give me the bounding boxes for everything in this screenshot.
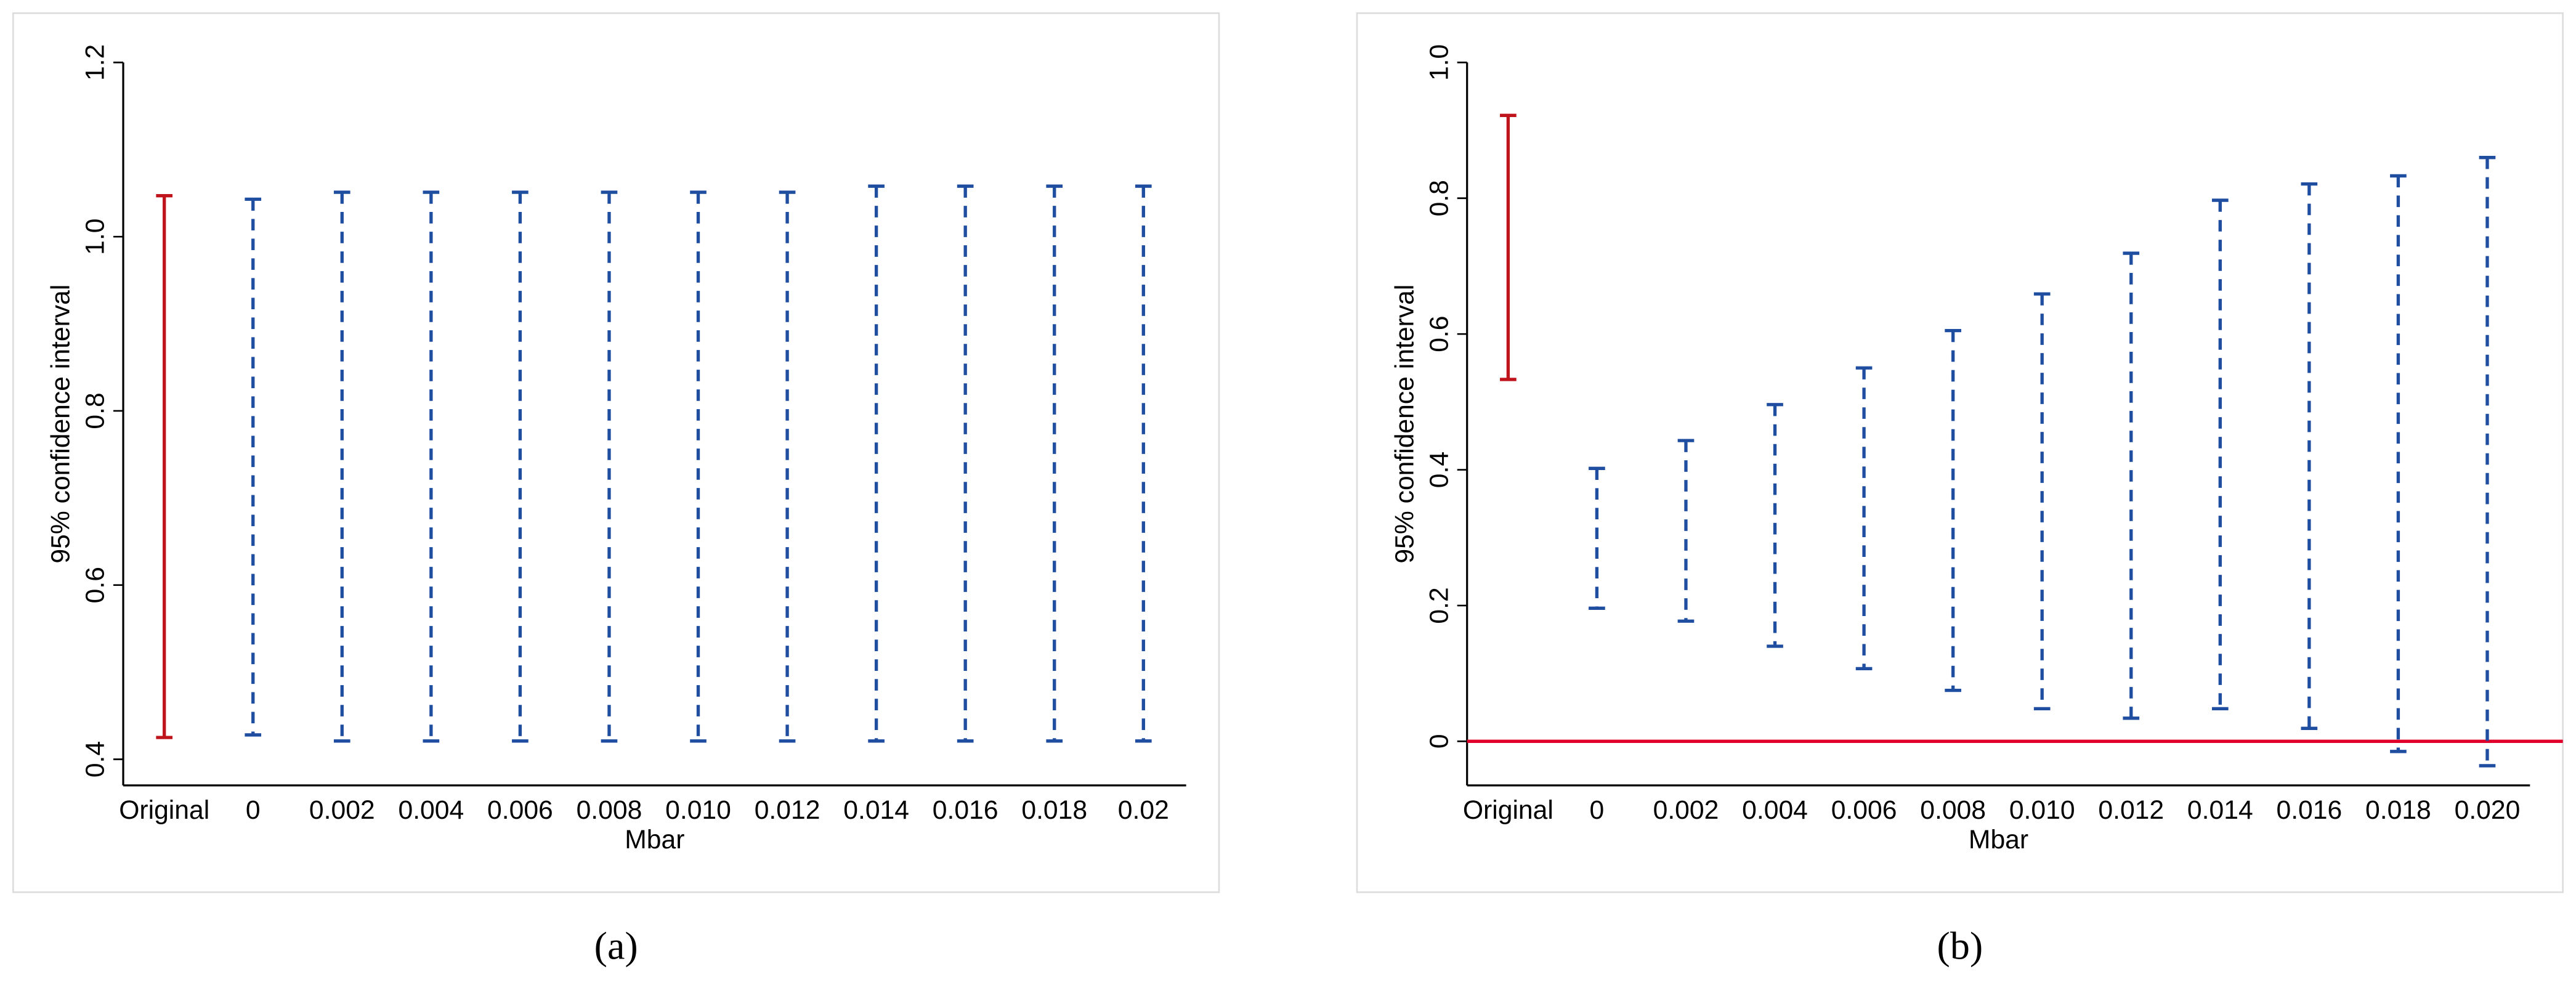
y-tick-label: 0.8 xyxy=(1424,180,1454,216)
panel-label: (b) xyxy=(1937,923,1983,967)
x-tick-label: 0.016 xyxy=(2276,795,2342,825)
x-axis-label: Mbar xyxy=(1969,825,2028,854)
y-tick-label: 0.2 xyxy=(1424,587,1454,623)
x-tick-label: 0.020 xyxy=(2455,795,2521,825)
panel-label: (a) xyxy=(594,923,638,967)
x-tick-label: 0.02 xyxy=(1118,795,1169,825)
x-tick-label: 0.012 xyxy=(2098,795,2164,825)
y-tick-label: 1.0 xyxy=(1424,44,1454,81)
x-tick-label: 0 xyxy=(246,795,261,825)
x-tick-label: 0 xyxy=(1590,795,1605,825)
x-tick-label: 0.014 xyxy=(2187,795,2253,825)
x-tick-label: 0.018 xyxy=(2365,795,2431,825)
panel-frame xyxy=(1356,12,2564,893)
x-tick-label: Original xyxy=(1463,795,1553,825)
x-tick-label: 0.006 xyxy=(487,795,553,825)
y-axis-label: 95% confidence interval xyxy=(1390,285,1419,564)
x-tick-label: 0.010 xyxy=(665,795,731,825)
y-tick-label: 0.4 xyxy=(81,741,110,777)
panel-frame xyxy=(12,12,1220,893)
x-tick-label: 0.010 xyxy=(2009,795,2075,825)
y-tick-label: 0.6 xyxy=(81,567,110,603)
x-tick-label: 0.018 xyxy=(1021,795,1087,825)
x-axis-label: Mbar xyxy=(625,825,684,854)
x-tick-label: 0.004 xyxy=(398,795,464,825)
x-tick-label: 0.002 xyxy=(1653,795,1719,825)
y-tick-label: 0.4 xyxy=(1424,452,1454,488)
x-tick-label: Original xyxy=(119,795,209,825)
y-tick-label: 0.8 xyxy=(81,392,110,429)
y-tick-label: 0.6 xyxy=(1424,315,1454,352)
x-tick-label: 0.008 xyxy=(577,795,642,825)
x-tick-label: 0.008 xyxy=(1920,795,1986,825)
x-tick-label: 0.002 xyxy=(309,795,375,825)
y-axis-label: 95% confidence interval xyxy=(46,285,76,564)
x-tick-label: 0.012 xyxy=(755,795,820,825)
x-tick-label: 0.016 xyxy=(933,795,998,825)
y-tick-label: 1.2 xyxy=(81,44,110,81)
x-tick-label: 0.004 xyxy=(1742,795,1808,825)
y-tick-label: 1.0 xyxy=(81,219,110,255)
x-tick-label: 0.014 xyxy=(843,795,909,825)
x-tick-label: 0.006 xyxy=(1831,795,1897,825)
y-tick-label: 0 xyxy=(1424,734,1454,749)
